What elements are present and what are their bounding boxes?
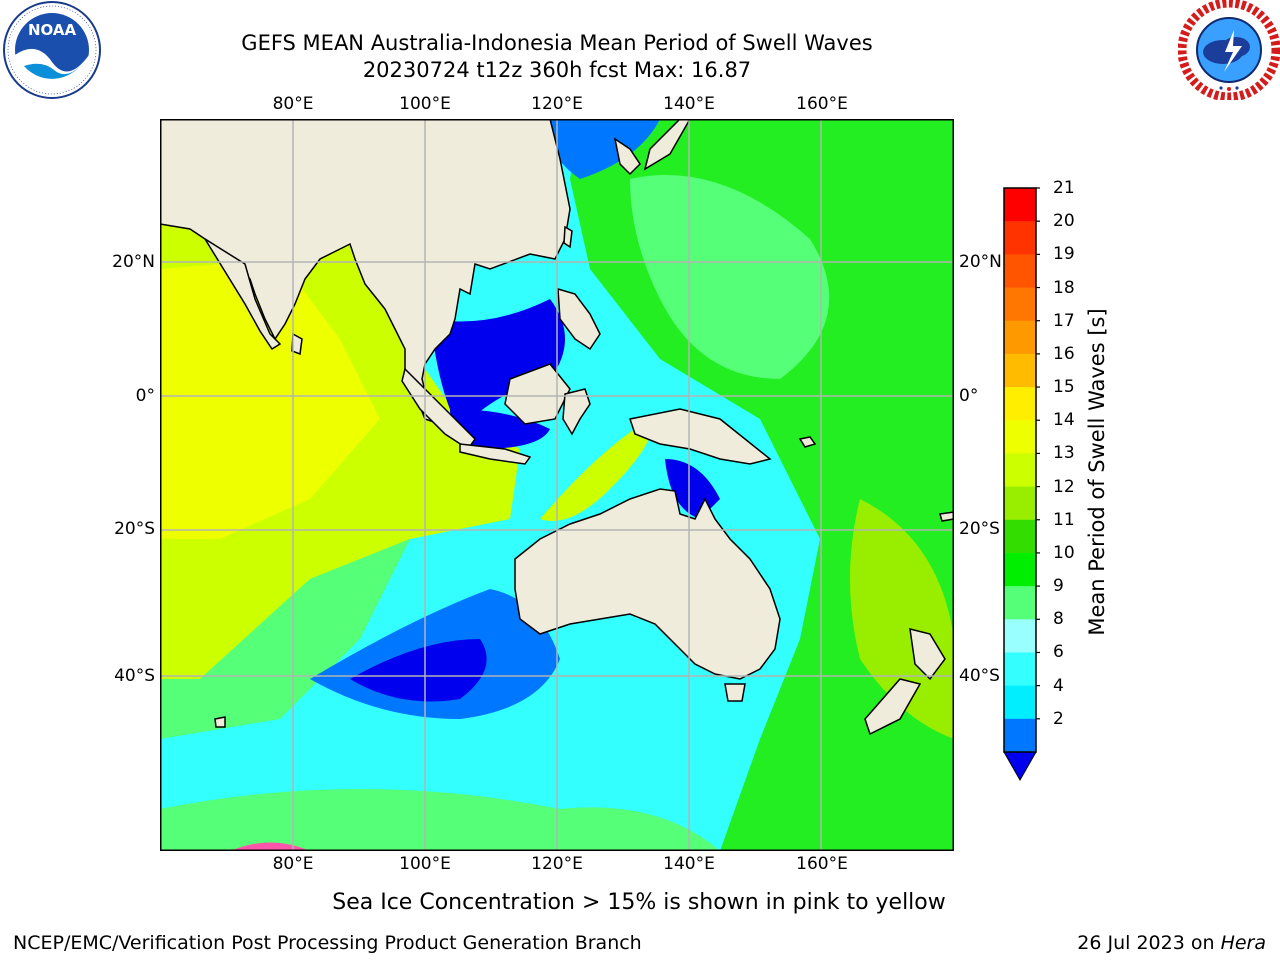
pacific-light-green: [630, 175, 830, 379]
footer-date: 26 Jul 2023 on: [1077, 932, 1221, 954]
colorbar-bin: [1004, 453, 1036, 488]
colorbar-label: 2: [1053, 708, 1064, 729]
sea-ice-patch: [230, 842, 310, 851]
colorbar-extend-min: [1003, 751, 1037, 782]
chart-title-line1: GEFS MEAN Australia-Indonesia Mean Perio…: [241, 31, 873, 55]
colorbar-label: 4: [1053, 675, 1064, 696]
lon-label-top-140e: 140°E: [663, 94, 715, 114]
borneo: [504, 363, 571, 425]
colorbar-label: 9: [1053, 576, 1064, 597]
lon-label-bottom-100e: 100°E: [399, 854, 451, 874]
colorbar-ticks: [1036, 187, 1040, 720]
colorbar-bin: [1004, 619, 1036, 653]
lat-label-left-20n: 20°N: [112, 252, 155, 272]
lon-label-top-80e: 80°E: [272, 94, 314, 114]
japan: [643, 119, 691, 171]
colorbar-label: 15: [1053, 377, 1075, 398]
colorbar-bin: [1004, 685, 1036, 720]
colorbar-label: 13: [1053, 443, 1075, 464]
lon-label-bottom-160e: 160°E: [796, 854, 848, 874]
colorbar-bin: [1004, 353, 1036, 388]
lon-label-bottom-140e: 140°E: [663, 854, 715, 874]
colorbar-bins: [1004, 188, 1036, 753]
colorbar-label: 17: [1053, 310, 1075, 331]
chart-title-line2: 20230724 t12z 360h fcst Max: 16.87: [362, 58, 752, 82]
colorbar-title: Mean Period of Swell Waves [s]: [1085, 308, 1109, 636]
colorbar-label: 19: [1053, 244, 1075, 265]
swell-period-map: [160, 119, 954, 851]
colorbar-bin: [1004, 387, 1036, 421]
solomon-islands: [798, 436, 817, 448]
colorbar: [1003, 187, 1040, 782]
footer-right: 26 Jul 2023 on Hera: [1077, 932, 1266, 954]
lat-label-right-20n: 20°N: [959, 252, 1002, 272]
philippines: [557, 287, 601, 351]
colorbar-label: 8: [1053, 609, 1064, 630]
map-frame: [160, 119, 954, 851]
tasmania: [724, 683, 746, 702]
sea-ice-note: Sea Ice Concentration > 15% is shown in …: [332, 890, 946, 915]
new-zealand-south: [864, 678, 922, 736]
nws-logo: [1178, 0, 1280, 100]
australia: [514, 488, 781, 680]
india: [204, 238, 282, 351]
new-zealand-north: [909, 628, 946, 681]
colorbar-bin: [1004, 486, 1036, 521]
colorbar-label: 18: [1053, 277, 1075, 298]
colorbar-label: 12: [1053, 476, 1075, 497]
colorbar-bin: [1004, 320, 1036, 355]
colorbar-label: 16: [1053, 343, 1075, 364]
colorbar-bin: [1004, 718, 1036, 753]
colorbar-label: 21: [1053, 178, 1075, 198]
colorbar-bin: [1004, 420, 1036, 454]
colorbar-label: 11: [1053, 509, 1075, 530]
colorbar-label: 14: [1053, 410, 1075, 431]
lat-label-left-40s: 40°S: [114, 666, 155, 686]
pacific-yellowgreen: [850, 499, 954, 739]
colorbar-bin: [1004, 652, 1036, 687]
sulawesi: [562, 388, 591, 436]
lat-label-right-40s: 40°S: [959, 666, 1000, 686]
colorbar-bin: [1004, 188, 1036, 222]
kerguelen: [214, 716, 226, 728]
asia-mainland: [160, 119, 571, 426]
footer-host: Hera: [1220, 932, 1266, 954]
indian-green: [160, 539, 410, 739]
lat-label-right-0: 0°: [959, 386, 979, 406]
graticule: [160, 119, 954, 851]
lon-label-top-160e: 160°E: [796, 94, 848, 114]
lon-label-bottom-80e: 80°E: [272, 854, 314, 874]
colorbar-frame: [1003, 187, 1037, 753]
land-masses: [160, 119, 954, 736]
java: [459, 443, 532, 465]
colorbar-label: 20: [1053, 211, 1075, 232]
southern-green-band: [160, 789, 720, 851]
noaa-logo: NOAA: [3, 1, 101, 99]
new-guinea: [629, 408, 772, 465]
lon-label-bottom-120e: 120°E: [531, 854, 583, 874]
colorbar-bin: [1004, 519, 1036, 554]
lat-label-left-20s: 20°S: [114, 519, 155, 539]
colorbar-bin: [1004, 287, 1036, 322]
colorbar-bin: [1004, 552, 1036, 587]
lat-label-right-20s: 20°S: [959, 519, 1000, 539]
colorbar-bin: [1004, 254, 1036, 289]
lat-label-left-0: 0°: [135, 386, 155, 406]
footer-left: NCEP/EMC/Verification Post Processing Pr…: [13, 932, 642, 954]
lon-label-top-120e: 120°E: [531, 94, 583, 114]
colorbar-label: 10: [1053, 542, 1075, 563]
timor-sea-yellow: [540, 419, 652, 521]
colorbar-bin: [1004, 221, 1036, 255]
noaa-logo-text: NOAA: [28, 21, 77, 39]
lon-label-top-100e: 100°E: [399, 94, 451, 114]
colorbar-label: 6: [1053, 642, 1064, 663]
indian-yellow: [160, 259, 380, 539]
low-period-region-2: [350, 639, 487, 702]
taiwan: [563, 225, 573, 249]
fiji: [939, 511, 954, 522]
east-china-sea-blue: [540, 119, 660, 179]
korea: [613, 137, 641, 176]
colorbar-bin: [1004, 586, 1036, 620]
